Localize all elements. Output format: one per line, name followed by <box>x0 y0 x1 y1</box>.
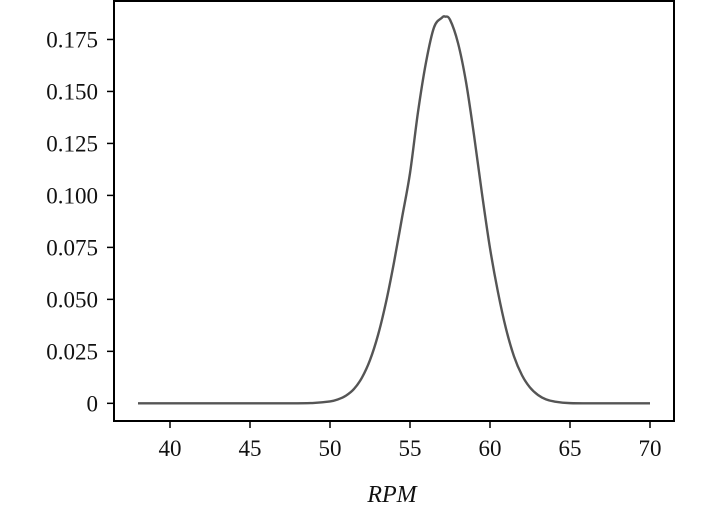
y-tick-label: 0.075 <box>46 235 98 260</box>
y-tick-label: 0.150 <box>46 79 98 104</box>
x-tick-label: 40 <box>159 436 182 461</box>
x-tick-label: 65 <box>559 436 582 461</box>
y-tick-label: 0.175 <box>46 27 98 52</box>
x-axis-title: RPM <box>366 482 418 508</box>
y-tick-label: 0.025 <box>46 339 98 364</box>
y-tick-label: 0.050 <box>46 287 98 312</box>
x-tick-label: 45 <box>239 436 262 461</box>
x-tick-label: 70 <box>639 436 662 461</box>
y-axis: 0 0.025 0.050 0.075 0.100 0.125 0.150 0.175 <box>46 27 114 416</box>
plot-frame <box>113 0 675 422</box>
x-tick-label: 50 <box>319 436 342 461</box>
x-axis: 40 45 50 55 60 65 70 <box>159 421 662 461</box>
density-curve <box>137 15 651 405</box>
y-tick-label: 0.125 <box>46 131 98 156</box>
x-tick-label: 60 <box>479 436 502 461</box>
x-tick-label: 55 <box>399 436 422 461</box>
y-tick-label: 0.100 <box>46 183 98 208</box>
y-tick-label: 0 <box>87 391 99 416</box>
